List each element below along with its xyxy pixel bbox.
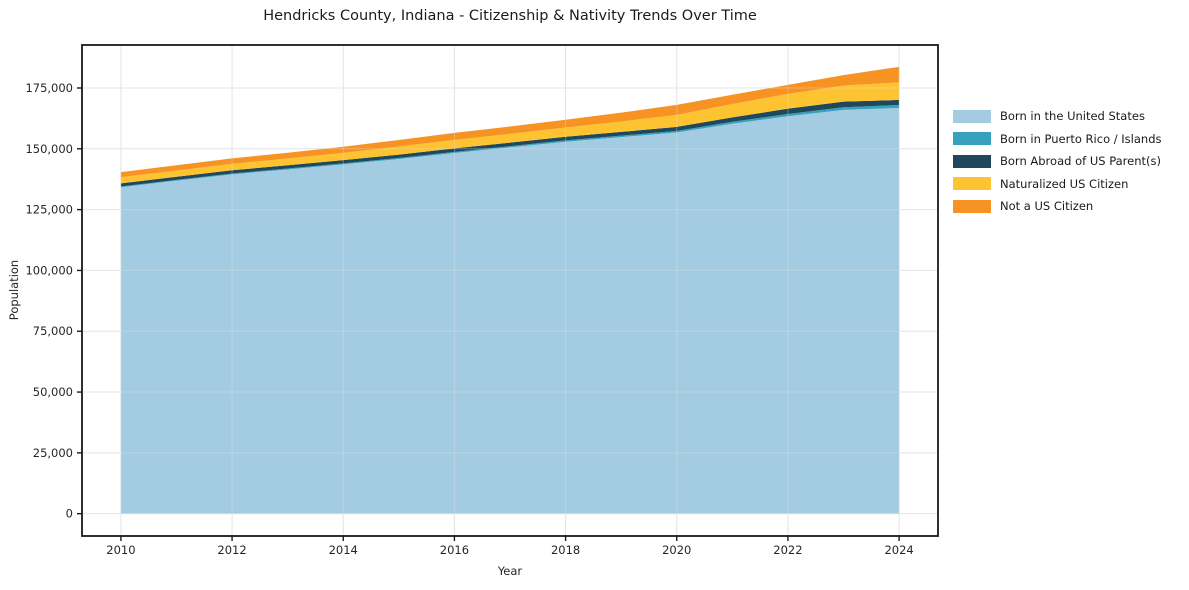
y-tick-label-150000: 150,000 [25, 142, 73, 156]
area-born-in-the-united-states [120, 107, 900, 514]
x-tick-label-2010: 2010 [106, 543, 135, 557]
legend-item-born-abroad-of-us-parent-s: Born Abroad of US Parent(s) [953, 150, 1162, 173]
legend-label-born-abroad-of-us-parent-s: Born Abroad of US Parent(s) [1000, 154, 1161, 169]
legend-label-born-in-the-united-states: Born in the United States [1000, 109, 1145, 124]
legend-swatch-naturalized-us-citizen [953, 177, 991, 191]
area-not-a-us-citizen [120, 66, 900, 178]
x-axis-label: Year [497, 564, 523, 578]
y-tick-label-25000: 25,000 [33, 446, 73, 460]
y-axis-label: Population [7, 259, 21, 321]
area-born-in-puerto-rico-islands [120, 105, 900, 188]
legend-swatch-born-abroad-of-us-parent-s [953, 154, 991, 168]
legend-item-born-in-puerto-rico-islands: Born in Puerto Rico / Islands [953, 128, 1162, 151]
legend-label-not-a-us-citizen: Not a US Citizen [1000, 199, 1094, 214]
chart-title: Hendricks County, Indiana - Citizenship … [263, 8, 757, 24]
y-tick-label-0: 0 [66, 507, 73, 521]
legend-swatch-not-a-us-citizen [953, 199, 991, 213]
y-tick-label-125000: 125,000 [25, 203, 73, 217]
x-tick-label-2016: 2016 [440, 543, 469, 557]
legend-label-born-in-puerto-rico-islands: Born in Puerto Rico / Islands [1000, 131, 1162, 146]
x-tick-label-2012: 2012 [217, 543, 246, 557]
legend-swatch-born-in-puerto-rico-islands [953, 132, 991, 146]
area-born-abroad-of-us-parent-s [120, 99, 900, 187]
plot-border [81, 44, 939, 537]
legend-item-not-a-us-citizen: Not a US Citizen [953, 195, 1162, 218]
y-tick-label-75000: 75,000 [33, 324, 73, 338]
y-tick-label-175000: 175,000 [25, 81, 73, 95]
legend-item-born-in-the-united-states: Born in the United States [953, 105, 1162, 128]
y-tick-label-100000: 100,000 [25, 263, 73, 277]
legend: Born in the United States Born in Puerto … [953, 105, 1162, 218]
x-tick-label-2020: 2020 [662, 543, 691, 557]
x-tick-label-2018: 2018 [551, 543, 580, 557]
area-naturalized-us-citizen [120, 82, 900, 184]
y-tick-label-50000: 50,000 [33, 385, 73, 399]
x-tick-label-2014: 2014 [329, 543, 358, 557]
legend-label-naturalized-us-citizen: Naturalized US Citizen [1000, 176, 1129, 191]
legend-item-naturalized-us-citizen: Naturalized US Citizen [953, 173, 1162, 196]
legend-swatch-born-in-the-united-states [953, 109, 991, 123]
x-tick-label-2022: 2022 [773, 543, 802, 557]
x-tick-label-2024: 2024 [884, 543, 913, 557]
